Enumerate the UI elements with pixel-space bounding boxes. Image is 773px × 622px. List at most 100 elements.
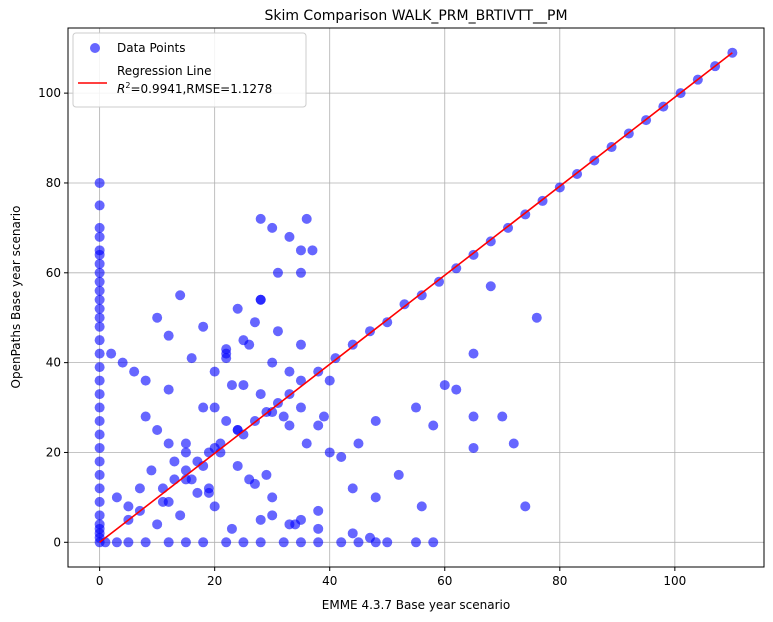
data-point bbox=[94, 335, 105, 346]
data-point bbox=[393, 469, 404, 480]
data-point bbox=[209, 366, 220, 377]
data-point bbox=[295, 375, 306, 386]
data-point bbox=[94, 496, 105, 507]
data-point bbox=[411, 402, 421, 413]
data-point bbox=[226, 380, 237, 391]
data-point bbox=[203, 483, 214, 494]
data-point bbox=[324, 447, 335, 458]
data-points bbox=[94, 47, 738, 548]
data-point bbox=[364, 532, 375, 543]
data-point bbox=[267, 492, 278, 503]
data-point bbox=[261, 469, 272, 480]
data-point bbox=[94, 389, 105, 400]
data-point bbox=[152, 425, 163, 436]
data-point bbox=[255, 514, 266, 525]
x-tick-label: 0 bbox=[96, 574, 104, 588]
data-point bbox=[416, 501, 427, 512]
data-point bbox=[94, 294, 105, 305]
data-point bbox=[238, 537, 249, 548]
x-tick-label: 20 bbox=[207, 574, 222, 588]
data-point bbox=[497, 411, 508, 422]
x-axis-label: EMME 4.3.7 Base year scenario bbox=[322, 598, 510, 612]
data-point bbox=[209, 402, 220, 413]
data-point bbox=[198, 402, 209, 413]
r2-superscript: 2 bbox=[125, 81, 130, 90]
data-point bbox=[244, 339, 255, 350]
data-point bbox=[180, 465, 191, 476]
data-point bbox=[508, 438, 519, 449]
data-point bbox=[370, 416, 381, 427]
data-point bbox=[152, 312, 163, 323]
plot-frame bbox=[67, 27, 765, 568]
data-point bbox=[301, 213, 312, 224]
data-point bbox=[94, 245, 105, 256]
legend-box bbox=[72, 32, 307, 108]
x-tick-label: 80 bbox=[552, 574, 567, 588]
data-point bbox=[439, 380, 450, 391]
legend-label-regression-stats: R2=0.9941,RMSE=1.1278 bbox=[117, 81, 272, 96]
data-point bbox=[353, 438, 364, 449]
data-point bbox=[221, 537, 232, 548]
data-point bbox=[209, 501, 220, 512]
regression-line bbox=[99, 52, 733, 543]
data-point bbox=[468, 348, 479, 359]
data-point bbox=[272, 326, 283, 337]
data-point bbox=[152, 519, 163, 530]
y-tick-label: 100 bbox=[38, 86, 61, 100]
data-point bbox=[163, 384, 174, 395]
data-point bbox=[198, 537, 209, 548]
data-point bbox=[94, 321, 105, 332]
data-point bbox=[353, 537, 364, 548]
chart-title: Skim Comparison WALK_PRM_BRTIVTT__PM bbox=[264, 8, 567, 24]
data-point bbox=[399, 299, 410, 310]
data-point bbox=[313, 537, 324, 548]
y-tick-label: 80 bbox=[46, 176, 61, 190]
data-point bbox=[411, 537, 421, 548]
data-point bbox=[140, 411, 151, 422]
data-point bbox=[278, 411, 289, 422]
data-point bbox=[111, 537, 122, 548]
data-point bbox=[295, 245, 306, 256]
data-point bbox=[238, 380, 249, 391]
data-point bbox=[295, 514, 306, 525]
data-point bbox=[94, 231, 105, 242]
data-point bbox=[347, 483, 358, 494]
data-point bbox=[94, 510, 105, 521]
legend: Data Points Regression Line R2=0.9941,RM… bbox=[72, 32, 307, 108]
data-point bbox=[284, 366, 295, 377]
data-point bbox=[531, 312, 542, 323]
data-point bbox=[249, 317, 260, 328]
data-point bbox=[267, 222, 278, 233]
data-point bbox=[163, 496, 174, 507]
data-point bbox=[347, 339, 358, 350]
data-point bbox=[157, 483, 168, 494]
data-point bbox=[198, 321, 209, 332]
data-point bbox=[163, 537, 174, 548]
data-point bbox=[94, 362, 105, 373]
data-point bbox=[503, 222, 514, 233]
data-point bbox=[94, 456, 105, 467]
data-point bbox=[468, 442, 479, 453]
data-point bbox=[370, 492, 381, 503]
legend-marker-data-points bbox=[90, 43, 100, 53]
data-point bbox=[169, 456, 180, 467]
y-tick-label: 40 bbox=[46, 356, 61, 370]
data-point bbox=[468, 411, 479, 422]
data-point bbox=[428, 420, 439, 431]
data-point bbox=[272, 267, 283, 278]
data-point bbox=[255, 537, 266, 548]
r2-stats: =0.9941,RMSE=1.1278 bbox=[130, 82, 272, 96]
data-point bbox=[146, 465, 157, 476]
data-point bbox=[284, 420, 295, 431]
y-axis-ticks: 0 20 40 60 80 100 bbox=[38, 86, 68, 549]
data-point bbox=[106, 348, 117, 359]
legend-label-data-points: Data Points bbox=[117, 41, 186, 55]
data-point bbox=[295, 402, 306, 413]
data-point bbox=[267, 510, 278, 521]
data-point bbox=[111, 492, 122, 503]
data-point bbox=[284, 519, 295, 530]
data-point bbox=[485, 236, 496, 247]
data-point bbox=[364, 326, 375, 337]
data-point bbox=[94, 285, 105, 296]
data-point bbox=[330, 353, 341, 364]
